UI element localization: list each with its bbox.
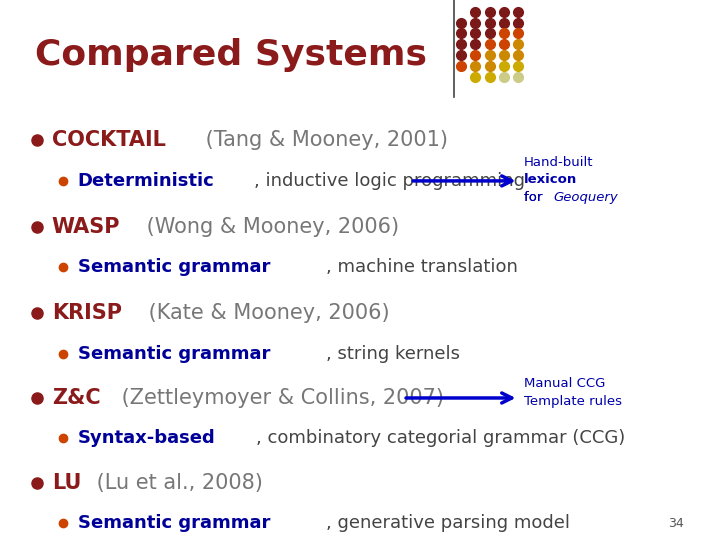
Text: , generative parsing model: , generative parsing model: [326, 514, 570, 532]
Text: (Tang & Mooney, 2001): (Tang & Mooney, 2001): [199, 130, 448, 151]
Text: KRISP: KRISP: [52, 303, 122, 323]
Text: Geoquery: Geoquery: [554, 191, 618, 204]
Text: COCKTAIL: COCKTAIL: [52, 130, 166, 151]
Text: Z&C: Z&C: [52, 388, 101, 408]
Text: , combinatory categorial grammar (CCG): , combinatory categorial grammar (CCG): [256, 429, 625, 448]
Text: Semantic grammar: Semantic grammar: [78, 258, 270, 276]
Text: Syntax-based: Syntax-based: [78, 429, 215, 448]
Text: (Kate & Mooney, 2006): (Kate & Mooney, 2006): [142, 303, 390, 323]
Text: 34: 34: [668, 517, 684, 530]
Text: for: for: [524, 191, 546, 204]
Text: (Lu et al., 2008): (Lu et al., 2008): [90, 473, 263, 494]
Text: Deterministic: Deterministic: [78, 172, 215, 190]
Text: Template rules: Template rules: [524, 395, 622, 408]
Text: , machine translation: , machine translation: [326, 258, 518, 276]
Text: Hand-built: Hand-built: [524, 156, 594, 168]
Text: Manual CCG: Manual CCG: [524, 377, 606, 390]
Text: , inductive logic programming: , inductive logic programming: [254, 172, 525, 190]
Text: WASP: WASP: [52, 217, 120, 237]
Text: Semantic grammar: Semantic grammar: [78, 345, 270, 363]
Text: (Zettleymoyer & Collins, 2007): (Zettleymoyer & Collins, 2007): [114, 388, 444, 408]
Text: Semantic grammar: Semantic grammar: [78, 514, 270, 532]
Text: LU: LU: [52, 473, 81, 494]
Text: , string kernels: , string kernels: [326, 345, 460, 363]
Text: (Wong & Mooney, 2006): (Wong & Mooney, 2006): [140, 217, 400, 237]
Text: Compared Systems: Compared Systems: [35, 38, 426, 72]
Text: for: for: [524, 191, 546, 204]
Text: lexicon: lexicon: [524, 173, 577, 186]
